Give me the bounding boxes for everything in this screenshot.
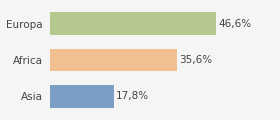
- Bar: [50, 85, 114, 108]
- Text: 35,6%: 35,6%: [179, 55, 213, 65]
- Bar: [50, 12, 216, 35]
- Text: 17,8%: 17,8%: [116, 91, 149, 101]
- Text: 46,6%: 46,6%: [219, 19, 252, 29]
- Bar: [50, 49, 177, 71]
